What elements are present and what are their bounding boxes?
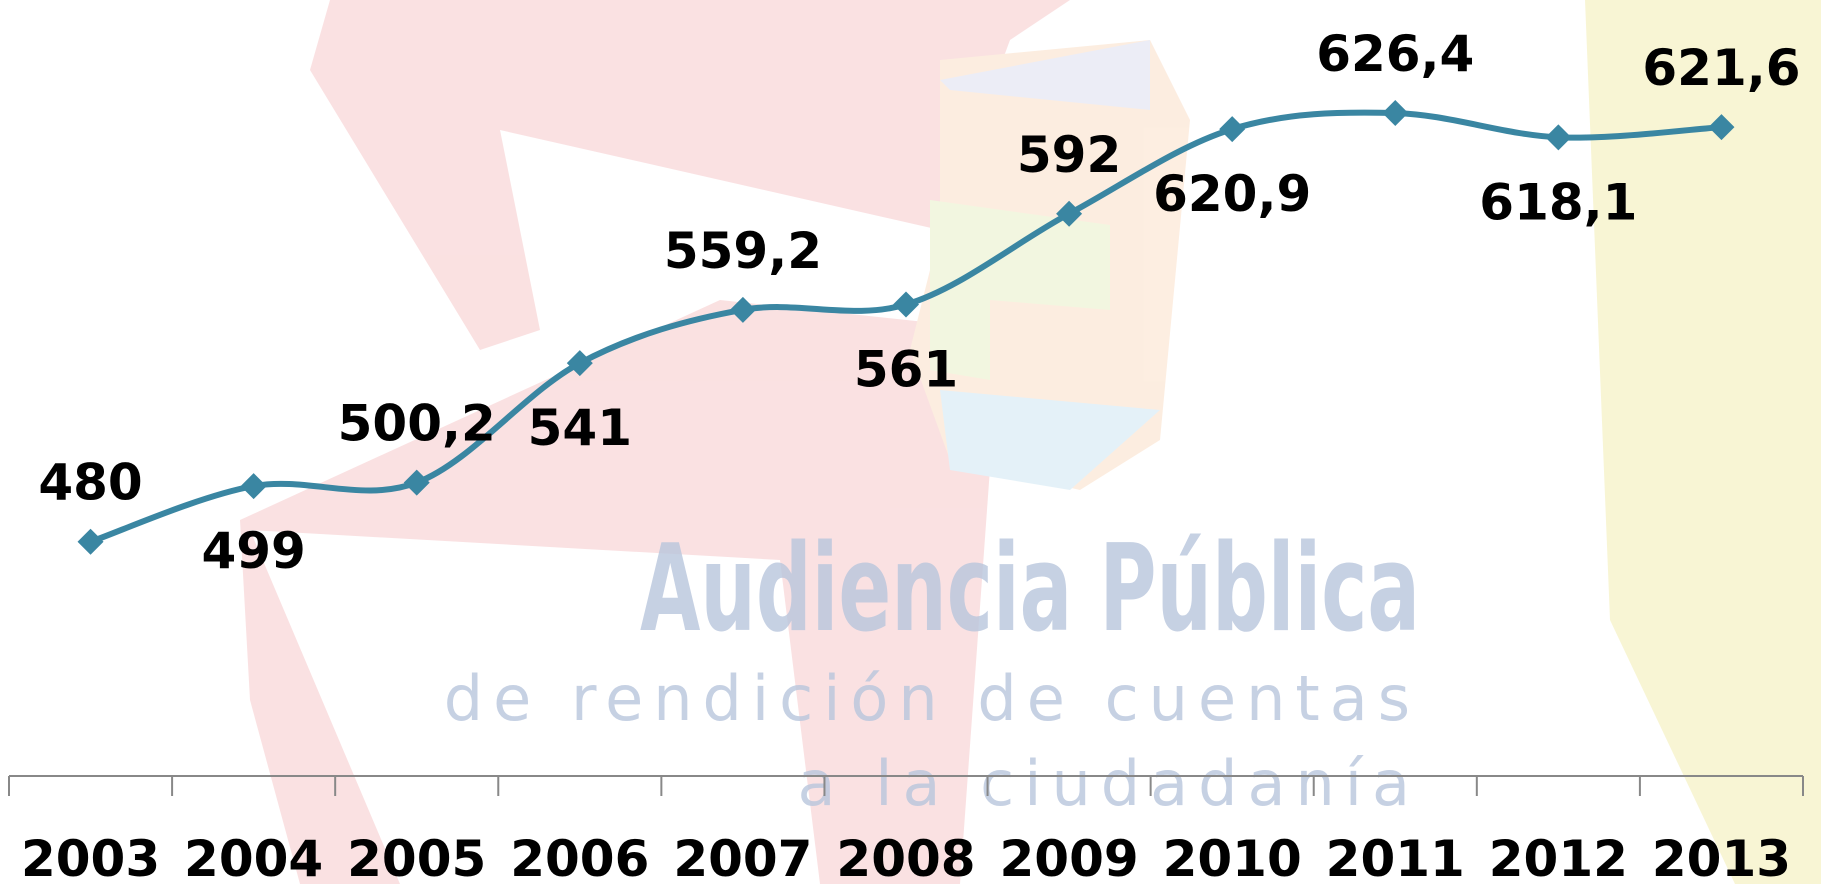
marker xyxy=(1219,116,1246,143)
x-tick-label: 2004 xyxy=(184,830,323,884)
value-label: 592 xyxy=(1017,126,1121,184)
x-tick-label: 2012 xyxy=(1489,830,1628,884)
x-tick-label: 2006 xyxy=(510,830,649,884)
x-tick-label: 2011 xyxy=(1326,830,1465,884)
watermark-line: de rendición de cuentas xyxy=(444,662,1420,735)
line xyxy=(89,109,1722,545)
value-label: 561 xyxy=(854,341,958,399)
marker xyxy=(1056,200,1083,227)
watermark: Audiencia Pública de rendición de cuenta… xyxy=(444,520,1420,820)
x-tick-label: 2008 xyxy=(836,830,975,884)
value-label: 618,1 xyxy=(1479,173,1637,231)
x-tick-label: 2009 xyxy=(1000,830,1139,884)
value-label: 499 xyxy=(201,522,305,580)
x-tick-label: 2010 xyxy=(1163,830,1302,884)
marker xyxy=(240,473,267,500)
x-tick-label: 2007 xyxy=(673,830,812,884)
x-tick-label: 2003 xyxy=(21,830,160,884)
marker xyxy=(729,296,756,323)
background xyxy=(240,0,1821,884)
value-label: 500,2 xyxy=(338,395,496,453)
value-label: 626,4 xyxy=(1316,25,1474,83)
value-label: 541 xyxy=(528,399,632,457)
x-tick-label: 2005 xyxy=(347,830,486,884)
marker xyxy=(566,350,593,377)
marker xyxy=(893,291,919,318)
value-label: 559,2 xyxy=(664,222,822,280)
value-label: 480 xyxy=(38,454,142,512)
marker xyxy=(77,528,104,555)
value-label: 621,6 xyxy=(1642,39,1800,97)
value-label: 620,9 xyxy=(1153,165,1311,223)
watermark-title: Audiencia Pública xyxy=(640,520,1420,659)
x-tick-label: 2013 xyxy=(1652,830,1791,884)
marker xyxy=(1708,114,1735,141)
marker xyxy=(1545,124,1572,151)
marker xyxy=(403,469,430,496)
marker xyxy=(1382,100,1409,127)
watermark-line: a la ciudadanía xyxy=(798,747,1420,820)
